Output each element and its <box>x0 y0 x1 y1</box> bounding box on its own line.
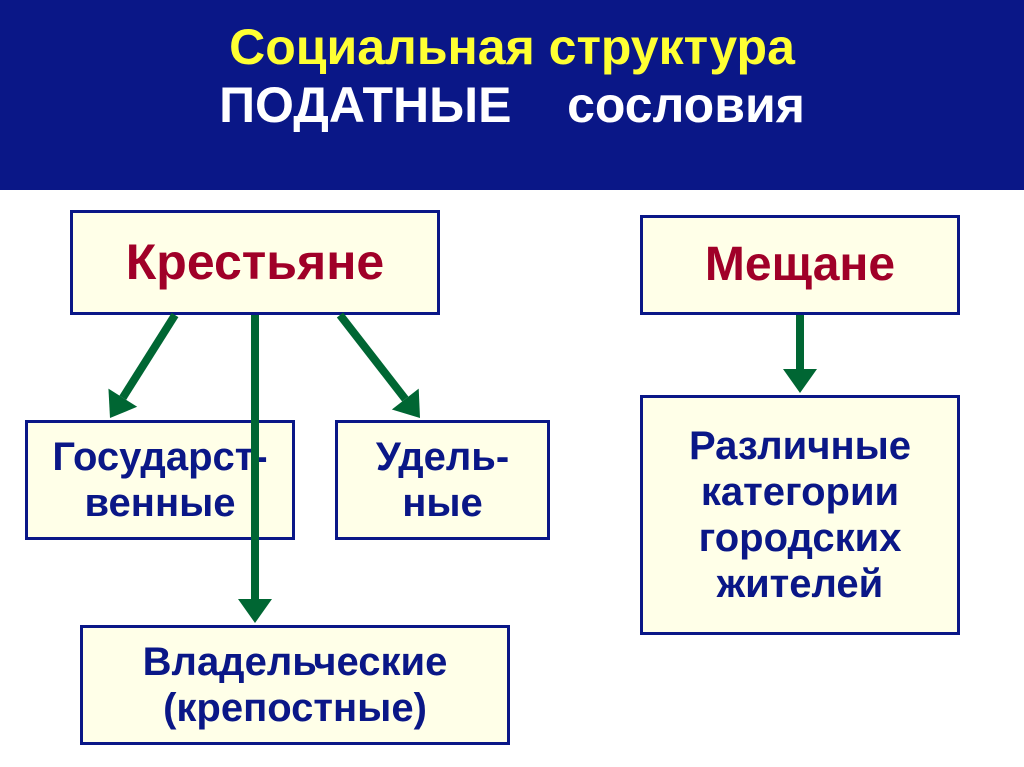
box-peasants: Крестьяне <box>70 210 440 315</box>
box-udel: Удель-ные <box>335 420 550 540</box>
box-meshchane: Мещане <box>640 215 960 315</box>
title-word-1: ПОДАТНЫЕ <box>219 77 511 133</box>
title-line-1: Социальная структура <box>0 18 1024 76</box>
box-state: Государст-венные <box>25 420 295 540</box>
box-city: Различные категории городских жителей <box>640 395 960 635</box>
title-line-2: ПОДАТНЫЕ сословия <box>0 76 1024 134</box>
box-serfs: Владельческие (крепостные) <box>80 625 510 745</box>
title-word-2: сословия <box>567 77 805 133</box>
header: Социальная структура ПОДАТНЫЕ сословия <box>0 0 1024 190</box>
